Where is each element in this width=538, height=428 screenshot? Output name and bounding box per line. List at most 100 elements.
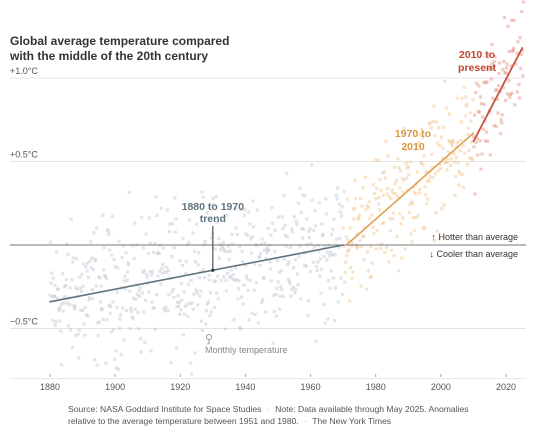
monthly-point bbox=[481, 127, 485, 131]
monthly-point bbox=[210, 236, 214, 240]
monthly-point bbox=[296, 283, 300, 287]
monthly-point bbox=[221, 241, 225, 245]
monthly-point bbox=[114, 365, 118, 370]
monthly-point bbox=[268, 267, 272, 271]
monthly-point bbox=[353, 178, 357, 182]
monthly-point bbox=[175, 305, 179, 309]
monthly-point bbox=[325, 250, 329, 254]
monthly-point bbox=[194, 222, 199, 226]
monthly-point bbox=[309, 242, 313, 246]
monthly-point bbox=[54, 320, 58, 324]
monthly-point bbox=[374, 247, 378, 251]
monthly-point bbox=[244, 232, 248, 236]
monthly-point bbox=[129, 306, 133, 310]
monthly-point bbox=[86, 313, 90, 318]
monthly-point bbox=[247, 210, 251, 214]
monthly-point bbox=[91, 297, 95, 301]
monthly-point bbox=[173, 230, 177, 234]
monthly-point bbox=[278, 294, 282, 298]
monthly-point bbox=[406, 165, 410, 169]
monthly-point bbox=[339, 214, 344, 218]
monthly-point bbox=[346, 249, 350, 254]
monthly-point bbox=[241, 302, 245, 306]
monthly-point bbox=[382, 221, 386, 225]
monthly-point bbox=[293, 258, 297, 262]
monthly-point bbox=[336, 300, 340, 304]
monthly-point bbox=[129, 309, 134, 313]
monthly-point bbox=[360, 204, 364, 208]
monthly-point bbox=[124, 308, 129, 313]
monthly-point bbox=[428, 121, 433, 125]
monthly-point bbox=[434, 120, 439, 124]
y-tick-label: +1.0°C bbox=[10, 66, 38, 76]
monthly-point bbox=[180, 264, 185, 268]
monthly-point bbox=[408, 160, 413, 164]
monthly-point bbox=[204, 322, 208, 326]
monthly-point bbox=[346, 238, 351, 242]
monthly-point bbox=[513, 103, 517, 107]
monthly-point bbox=[215, 291, 219, 295]
monthly-point bbox=[173, 196, 177, 200]
monthly-point bbox=[164, 265, 168, 269]
monthly-point bbox=[409, 200, 414, 204]
monthly-point bbox=[420, 127, 424, 131]
monthly-point bbox=[375, 229, 379, 233]
monthly-point bbox=[407, 173, 411, 177]
monthly-point bbox=[193, 351, 197, 355]
monthly-point bbox=[326, 317, 330, 321]
monthly-point bbox=[305, 217, 309, 221]
monthly-point bbox=[186, 314, 190, 318]
monthly-point bbox=[120, 255, 124, 260]
monthly-point bbox=[284, 244, 288, 248]
monthly-point bbox=[512, 18, 516, 22]
monthly-point bbox=[107, 303, 111, 308]
monthly-point bbox=[90, 256, 94, 260]
monthly-point bbox=[451, 140, 455, 144]
monthly-point bbox=[458, 149, 462, 153]
monthly-point bbox=[72, 307, 77, 311]
monthly-point bbox=[482, 80, 486, 85]
monthly-point bbox=[448, 140, 452, 144]
monthly-point bbox=[318, 257, 322, 261]
monthly-point bbox=[293, 290, 297, 295]
monthly-point bbox=[228, 275, 232, 280]
monthly-point bbox=[128, 289, 132, 293]
monthly-point bbox=[95, 363, 99, 367]
monthly-point bbox=[109, 330, 113, 334]
monthly-point bbox=[232, 278, 237, 283]
monthly-point bbox=[71, 260, 75, 264]
x-tick-label: 2000 bbox=[431, 382, 451, 392]
monthly-point bbox=[345, 197, 350, 201]
trend-label: 2010 bbox=[401, 141, 425, 153]
monthly-point bbox=[475, 136, 479, 141]
monthly-point bbox=[380, 221, 384, 226]
monthly-point bbox=[255, 208, 259, 212]
monthly-point bbox=[453, 174, 458, 178]
monthly-point bbox=[269, 279, 274, 283]
monthly-point bbox=[372, 232, 376, 236]
x-tick-label: 1980 bbox=[366, 382, 386, 392]
monthly-point bbox=[239, 207, 243, 212]
monthly-point bbox=[225, 213, 229, 217]
monthly-point bbox=[87, 297, 91, 302]
monthly-point bbox=[503, 98, 508, 102]
monthly-point bbox=[154, 292, 158, 297]
monthly-point bbox=[152, 306, 156, 310]
monthly-point bbox=[105, 228, 110, 232]
monthly-point bbox=[110, 253, 114, 257]
monthly-point bbox=[261, 298, 265, 302]
monthly-point bbox=[436, 141, 440, 145]
monthly-point bbox=[279, 269, 283, 273]
monthly-point bbox=[128, 327, 132, 331]
monthly-point bbox=[315, 268, 319, 272]
monthly-point bbox=[318, 274, 322, 278]
monthly-point bbox=[423, 185, 427, 189]
monthly-point bbox=[464, 104, 468, 108]
monthly-point bbox=[227, 244, 231, 248]
monthly-point bbox=[205, 210, 209, 215]
monthly-point bbox=[332, 319, 337, 323]
monthly-point bbox=[435, 229, 439, 233]
monthly-point bbox=[231, 277, 235, 281]
monthly-point bbox=[394, 178, 398, 183]
monthly-point bbox=[116, 367, 120, 371]
